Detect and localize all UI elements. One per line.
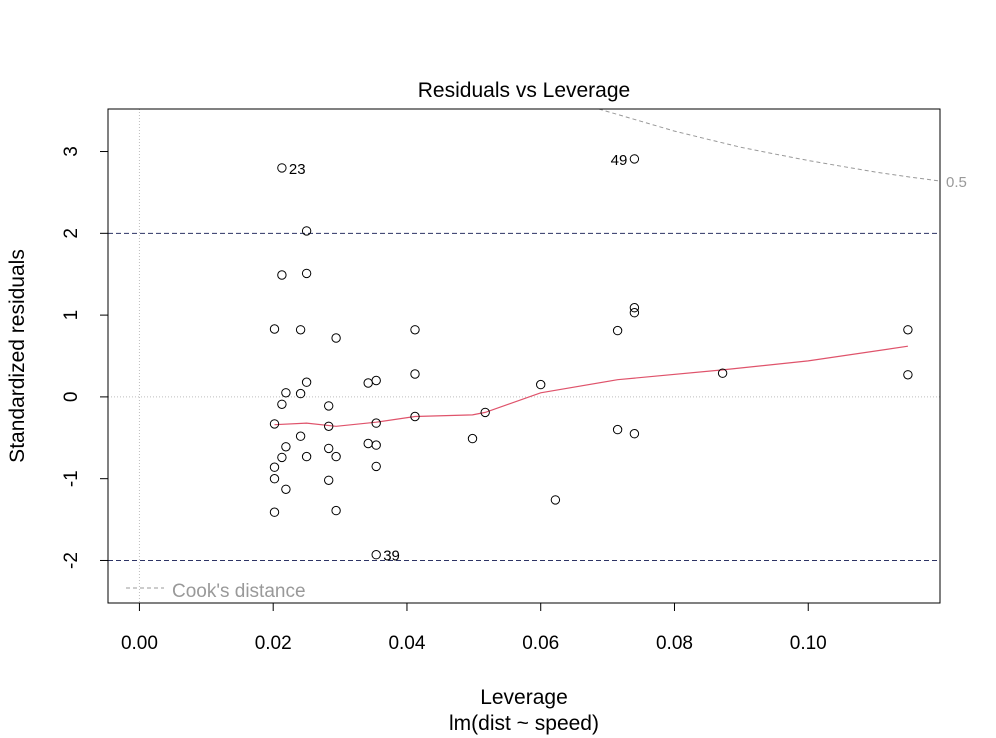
data-point — [295, 388, 306, 399]
data-point — [269, 474, 280, 484]
x-tick-label: 0.00 — [121, 633, 158, 654]
data-point — [324, 443, 334, 454]
data-points — [269, 154, 913, 560]
data-point — [295, 431, 306, 441]
data-point — [269, 324, 280, 334]
data-point — [371, 375, 381, 386]
point-label-49: 49 — [611, 152, 628, 169]
data-point — [324, 421, 334, 431]
plot-box — [107, 108, 941, 604]
data-point — [410, 325, 420, 335]
x-axis: 0.00 0.02 0.04 0.06 0.08 0.10 — [121, 602, 827, 654]
data-point — [410, 411, 420, 422]
data-point — [467, 433, 478, 444]
x-tick-label: 0.06 — [522, 633, 559, 654]
data-point — [301, 226, 312, 236]
data-point — [301, 451, 312, 462]
data-point — [371, 418, 381, 428]
data-point — [301, 377, 312, 387]
y-tick-label: 2 — [61, 228, 82, 239]
data-point — [363, 438, 373, 449]
y-tick-label: 3 — [61, 146, 82, 157]
data-point — [295, 325, 306, 335]
x-tick-label: 0.04 — [388, 633, 425, 654]
data-point — [324, 401, 334, 411]
data-point — [281, 442, 291, 452]
y-tick-label: 0 — [61, 392, 82, 403]
data-point — [371, 550, 381, 560]
data-point — [903, 370, 913, 380]
x-tick-label: 0.02 — [255, 633, 292, 654]
data-point — [903, 325, 913, 335]
smooth-line — [274, 345, 908, 427]
data-point — [301, 268, 312, 279]
legend-label: Cook's distance — [172, 581, 306, 602]
data-point — [550, 495, 561, 505]
data-point — [324, 475, 334, 485]
data-point — [269, 507, 280, 517]
x-tick-label: 0.10 — [790, 633, 827, 654]
data-point — [269, 462, 280, 472]
data-point — [717, 368, 728, 378]
cooks-distance-line — [598, 108, 941, 182]
data-point — [410, 369, 420, 379]
y-tick-label: 1 — [61, 310, 82, 321]
cooks-distance-level-label: 0.5 — [946, 174, 967, 191]
data-point — [371, 461, 381, 472]
y-axis: -2 -1 0 1 2 3 — [61, 146, 109, 569]
data-point — [277, 452, 287, 463]
data-point — [281, 388, 291, 398]
y-tick-label: -2 — [61, 552, 82, 569]
data-point — [629, 308, 640, 318]
data-point — [281, 484, 291, 494]
data-point — [331, 451, 341, 462]
data-point — [612, 325, 623, 336]
legend: Cook's distance — [126, 581, 306, 602]
data-point — [612, 424, 623, 435]
reference-lines — [108, 109, 940, 603]
x-tick-label: 0.08 — [656, 633, 693, 654]
point-label-23: 23 — [289, 161, 306, 178]
x-axis-label: Leverage — [480, 686, 568, 709]
data-point — [331, 505, 341, 516]
data-point — [277, 270, 287, 280]
data-point — [277, 163, 287, 173]
point-label-39: 39 — [383, 548, 400, 565]
data-point — [331, 333, 341, 343]
data-point — [269, 419, 280, 429]
model-formula-label: lm(dist ~ speed) — [449, 712, 599, 735]
data-point — [277, 399, 287, 409]
y-tick-label: -1 — [61, 470, 82, 487]
data-point — [629, 303, 640, 313]
data-point — [480, 407, 490, 418]
cooks-distance-curve: 0.5 — [598, 108, 967, 191]
chart-title: Residuals vs Leverage — [418, 79, 630, 102]
data-point — [536, 379, 546, 390]
data-point — [371, 440, 381, 450]
data-point — [629, 154, 640, 164]
smoother-curve — [274, 345, 908, 427]
data-point — [629, 429, 640, 439]
data-point — [363, 378, 373, 388]
point-labels: 23 49 39 — [289, 152, 627, 565]
y-axis-label: Standardized residuals — [6, 249, 29, 463]
